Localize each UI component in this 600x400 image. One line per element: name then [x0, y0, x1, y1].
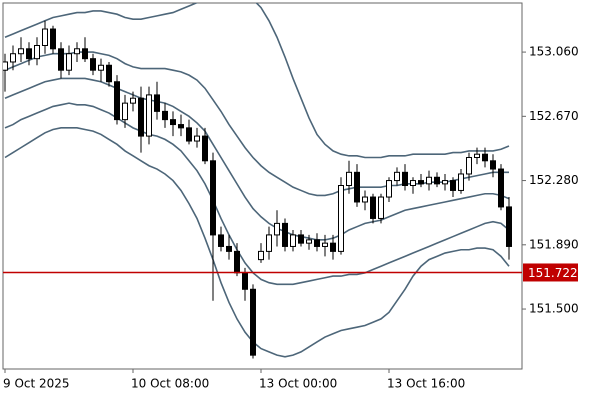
- candle-body: [282, 222, 288, 247]
- y-tick-label: 151.500: [529, 302, 579, 316]
- candle-body: [154, 94, 160, 112]
- y-tick-label: 153.060: [529, 45, 579, 59]
- candle-body: [426, 176, 432, 185]
- y-tick-label: 152.670: [529, 109, 579, 123]
- candle-body: [378, 196, 384, 219]
- candle-body: [490, 160, 496, 170]
- candle-body: [314, 239, 320, 247]
- candle-body: [58, 48, 64, 71]
- candle-body: [138, 97, 144, 137]
- candle-body: [410, 180, 416, 187]
- candle-body: [274, 222, 280, 236]
- candle-body: [266, 234, 272, 252]
- candle-body: [194, 135, 200, 142]
- candle-body: [498, 168, 504, 208]
- candle-body: [338, 185, 344, 252]
- band-line: [4, 3, 510, 159]
- candle-body: [74, 48, 80, 55]
- band-line: [4, 127, 510, 358]
- candle-body: [186, 127, 192, 142]
- candle-body: [322, 242, 328, 247]
- candle-body: [106, 64, 112, 83]
- candle-body: [354, 171, 360, 203]
- candle-body: [242, 272, 248, 290]
- candle-body: [250, 288, 256, 356]
- y-tick-label: 152.280: [529, 173, 579, 187]
- candle-body: [346, 171, 352, 187]
- candle-body: [434, 176, 440, 185]
- plot-frame: [2, 2, 523, 370]
- candle-body: [442, 180, 448, 185]
- candle-body: [234, 250, 240, 274]
- candle-body: [370, 196, 376, 219]
- candle-body: [90, 58, 96, 71]
- candle-body: [330, 242, 336, 252]
- price-label: 151.722: [528, 266, 578, 280]
- candle-body: [98, 64, 104, 71]
- candle-body: [386, 180, 392, 198]
- candle-body: [66, 53, 72, 71]
- candle-body: [298, 234, 304, 244]
- candle-body: [10, 53, 16, 63]
- candle-body: [418, 180, 424, 185]
- candle-body: [210, 160, 216, 236]
- candle-body: [202, 135, 208, 162]
- candle-body: [162, 110, 168, 121]
- candle-body: [178, 124, 184, 129]
- candle-body: [466, 157, 472, 175]
- y-tick-label: 151.890: [529, 237, 579, 251]
- x-tick-label: 13 Oct 16:00: [387, 377, 465, 391]
- candle-body: [122, 102, 128, 121]
- candle-body: [218, 234, 224, 247]
- price-label-box: [523, 263, 578, 282]
- x-tick-label: 9 Oct 2025: [3, 377, 70, 391]
- candle-body: [506, 206, 512, 247]
- candle-body: [3, 61, 8, 71]
- candle-body: [18, 48, 24, 55]
- candle-body: [26, 48, 32, 60]
- candle-body: [130, 97, 136, 104]
- candle-body: [482, 153, 488, 162]
- candle-body: [290, 234, 296, 247]
- candle-body: [458, 173, 464, 191]
- candle-body: [402, 171, 408, 187]
- candle-body: [450, 180, 456, 191]
- candle-body: [50, 28, 56, 50]
- candle-body: [82, 48, 88, 60]
- candle-body: [146, 94, 152, 137]
- candle-body: [114, 81, 120, 121]
- candle-body: [258, 250, 264, 261]
- candle-body: [42, 28, 48, 46]
- candle-body: [362, 196, 368, 203]
- band-line: [4, 51, 509, 197]
- x-tick-label: 10 Oct 08:00: [131, 377, 209, 391]
- band-line: [4, 77, 510, 241]
- band-line: [4, 102, 510, 286]
- candle-body: [474, 153, 480, 159]
- candle-body: [34, 44, 40, 60]
- plot-area: [3, 3, 512, 359]
- candle-body: [306, 239, 312, 244]
- candle-body: [394, 171, 400, 182]
- x-tick-label: 13 Oct 00:00: [259, 377, 337, 391]
- candle-body: [226, 245, 232, 252]
- candle-body: [170, 119, 176, 126]
